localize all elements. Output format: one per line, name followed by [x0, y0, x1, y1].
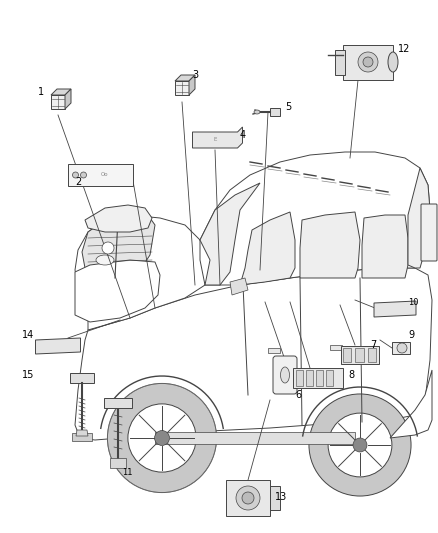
Bar: [226, 480, 270, 516]
Polygon shape: [75, 215, 210, 330]
Text: 7: 7: [370, 340, 376, 350]
Text: 8: 8: [348, 370, 354, 380]
Bar: [155, 432, 355, 444]
Polygon shape: [51, 89, 71, 95]
Bar: [343, 44, 393, 79]
Circle shape: [363, 57, 373, 67]
Bar: [325, 370, 332, 386]
Text: 6: 6: [295, 390, 301, 400]
Circle shape: [236, 486, 260, 510]
Text: 15: 15: [22, 370, 34, 380]
Polygon shape: [51, 95, 65, 109]
Text: 4: 4: [240, 130, 246, 140]
Ellipse shape: [388, 52, 398, 72]
Bar: [110, 458, 126, 468]
Circle shape: [73, 172, 78, 178]
Bar: [343, 348, 351, 362]
Polygon shape: [67, 164, 133, 186]
Circle shape: [358, 52, 378, 72]
Circle shape: [353, 438, 367, 452]
Polygon shape: [200, 183, 260, 285]
Circle shape: [328, 413, 392, 477]
Polygon shape: [200, 152, 430, 285]
Polygon shape: [408, 168, 430, 268]
Bar: [270, 486, 280, 510]
Bar: [315, 370, 322, 386]
Polygon shape: [362, 215, 408, 278]
Circle shape: [128, 404, 196, 472]
Polygon shape: [230, 278, 248, 295]
Circle shape: [397, 343, 407, 353]
Circle shape: [102, 242, 114, 254]
Bar: [104, 398, 132, 408]
Bar: [341, 346, 379, 364]
Text: 9: 9: [408, 330, 414, 340]
Polygon shape: [35, 338, 81, 354]
Polygon shape: [390, 370, 432, 438]
Bar: [72, 433, 92, 441]
Circle shape: [242, 492, 254, 504]
Polygon shape: [189, 75, 195, 95]
Bar: [335, 50, 345, 75]
Text: 12: 12: [398, 44, 410, 54]
Polygon shape: [65, 89, 71, 109]
Text: 1: 1: [38, 87, 44, 97]
Ellipse shape: [254, 110, 260, 114]
Text: 5: 5: [285, 102, 291, 112]
Text: 10: 10: [408, 298, 418, 307]
Polygon shape: [374, 301, 416, 317]
Bar: [368, 348, 376, 362]
Text: 13: 13: [275, 492, 287, 502]
Text: 2: 2: [75, 177, 81, 187]
Circle shape: [155, 431, 170, 446]
Polygon shape: [85, 205, 152, 232]
Polygon shape: [240, 212, 295, 285]
Polygon shape: [192, 127, 243, 148]
Bar: [355, 348, 364, 362]
Circle shape: [107, 383, 216, 492]
Bar: [392, 342, 410, 354]
Ellipse shape: [96, 255, 114, 265]
Polygon shape: [75, 260, 160, 322]
Bar: [293, 368, 343, 388]
Circle shape: [309, 394, 411, 496]
Bar: [305, 370, 312, 386]
Text: 14: 14: [22, 330, 34, 340]
Polygon shape: [75, 268, 432, 440]
Text: E: E: [213, 137, 217, 142]
Polygon shape: [82, 215, 155, 278]
Polygon shape: [300, 212, 360, 278]
Polygon shape: [175, 81, 189, 95]
Bar: [270, 108, 280, 116]
Bar: [330, 345, 342, 350]
Text: 3: 3: [192, 70, 198, 80]
Circle shape: [81, 172, 86, 178]
Polygon shape: [175, 75, 195, 81]
Ellipse shape: [280, 367, 290, 383]
Bar: [70, 373, 94, 383]
FancyBboxPatch shape: [273, 356, 297, 394]
Bar: [268, 348, 280, 353]
Polygon shape: [76, 430, 88, 436]
Text: Oo: Oo: [101, 172, 109, 177]
FancyBboxPatch shape: [421, 204, 437, 261]
Text: 11: 11: [122, 468, 133, 477]
Bar: [296, 370, 303, 386]
